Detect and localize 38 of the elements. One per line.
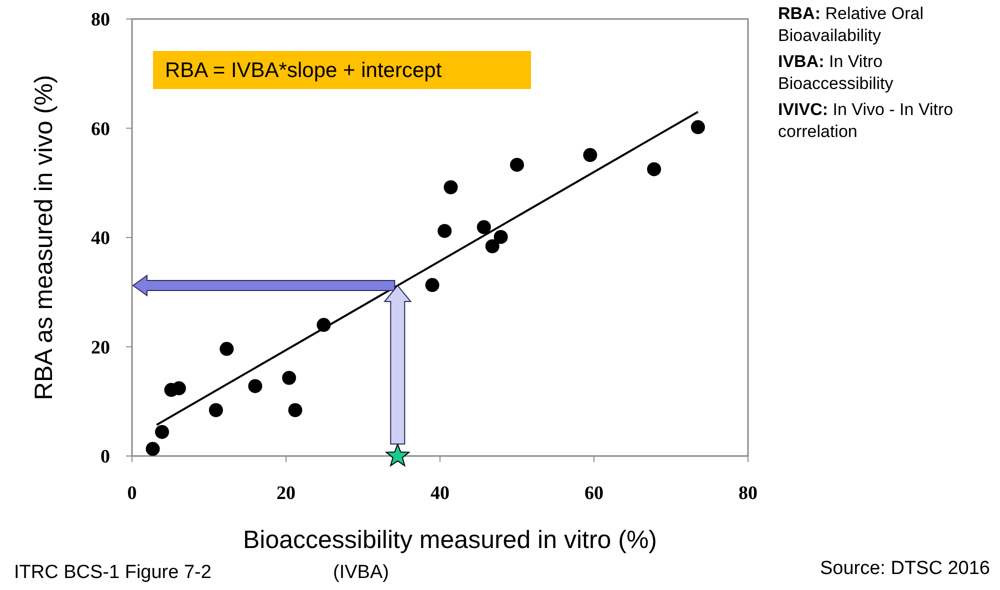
y-tick-label: 80 [91,10,110,31]
point [444,180,458,194]
point [485,239,500,254]
point [386,444,410,466]
source-note: Source: DTSC 2016 [820,558,990,579]
y-tick-label: 20 [91,337,110,358]
point [476,220,491,234]
point [438,224,452,238]
point [690,120,705,134]
y-axis-title: RBA as measured in vivo (%) [30,74,58,400]
point [494,230,508,244]
point [288,403,302,418]
point [208,403,223,418]
point [425,278,440,292]
text: IVBA: In Vitro Bioaccessibility [778,52,894,93]
y-tick-label: 60 [91,118,110,140]
point [146,442,160,456]
text: IVIVC: In Vivo - In Vitro correlation [778,100,954,141]
x-axis-title: Bioaccessibility measured in vitro (%) [242,526,658,554]
x-tick-label: 80 [738,483,758,504]
x-tick-label: 60 [584,483,604,504]
formula-box: RBA = IVBA*slope + intercept [153,51,531,89]
x-tick-label: 0 [127,483,137,504]
x-tick-label: 20 [276,483,296,504]
point [647,162,662,176]
y-tick-label: 40 [91,228,110,250]
text: RBA: Relative Oral Bioavailability [778,4,924,45]
text: (IVBA) [333,562,389,583]
x-tick-label: 40 [430,483,450,504]
point [220,342,234,356]
point [248,379,262,394]
point [510,158,524,172]
point [282,370,296,385]
y-tick-label: 0 [100,446,110,468]
point [583,148,598,162]
annotation: RBA = IVBA*slope + intercept [165,59,442,82]
text: ITRC BCS-1 Figure 7-2 [14,562,212,583]
point [155,424,170,439]
